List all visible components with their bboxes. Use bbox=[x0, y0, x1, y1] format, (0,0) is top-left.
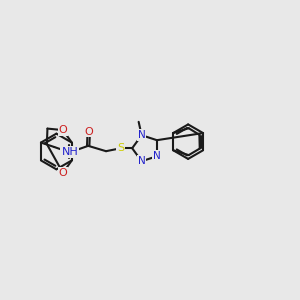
Text: O: O bbox=[84, 127, 93, 136]
Text: O: O bbox=[58, 168, 67, 178]
Text: O: O bbox=[58, 125, 67, 135]
Text: N: N bbox=[138, 130, 146, 140]
Text: N: N bbox=[153, 151, 161, 161]
Text: S: S bbox=[117, 143, 124, 153]
Text: NH: NH bbox=[61, 147, 78, 158]
Text: N: N bbox=[138, 156, 146, 166]
